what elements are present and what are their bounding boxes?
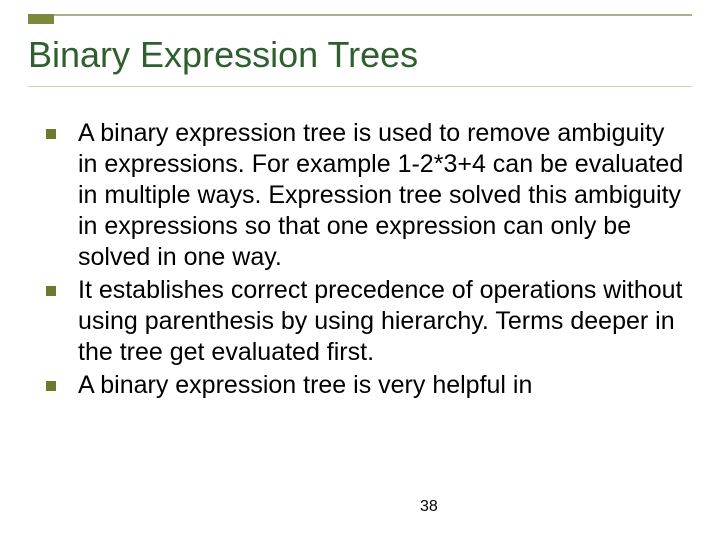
square-bullet-icon	[46, 286, 56, 296]
top-rule-accent-block	[28, 14, 54, 24]
square-bullet-icon	[46, 381, 56, 391]
slide-title: Binary Expression Trees	[28, 34, 418, 76]
bullet-text: A binary expression tree is used to remo…	[78, 118, 686, 273]
page-number: 38	[420, 498, 438, 516]
bullet-item: A binary expression tree is used to remo…	[46, 118, 686, 273]
title-underline	[28, 86, 692, 87]
top-horizontal-rule	[28, 14, 692, 16]
slide-body: A binary expression tree is used to remo…	[46, 118, 686, 403]
bullet-text: It establishes correct precedence of ope…	[78, 275, 686, 368]
bullet-item: A binary expression tree is very helpful…	[46, 370, 686, 401]
bullet-text: A binary expression tree is very helpful…	[78, 370, 686, 401]
square-bullet-icon	[46, 129, 56, 139]
bullet-item: It establishes correct precedence of ope…	[46, 275, 686, 368]
